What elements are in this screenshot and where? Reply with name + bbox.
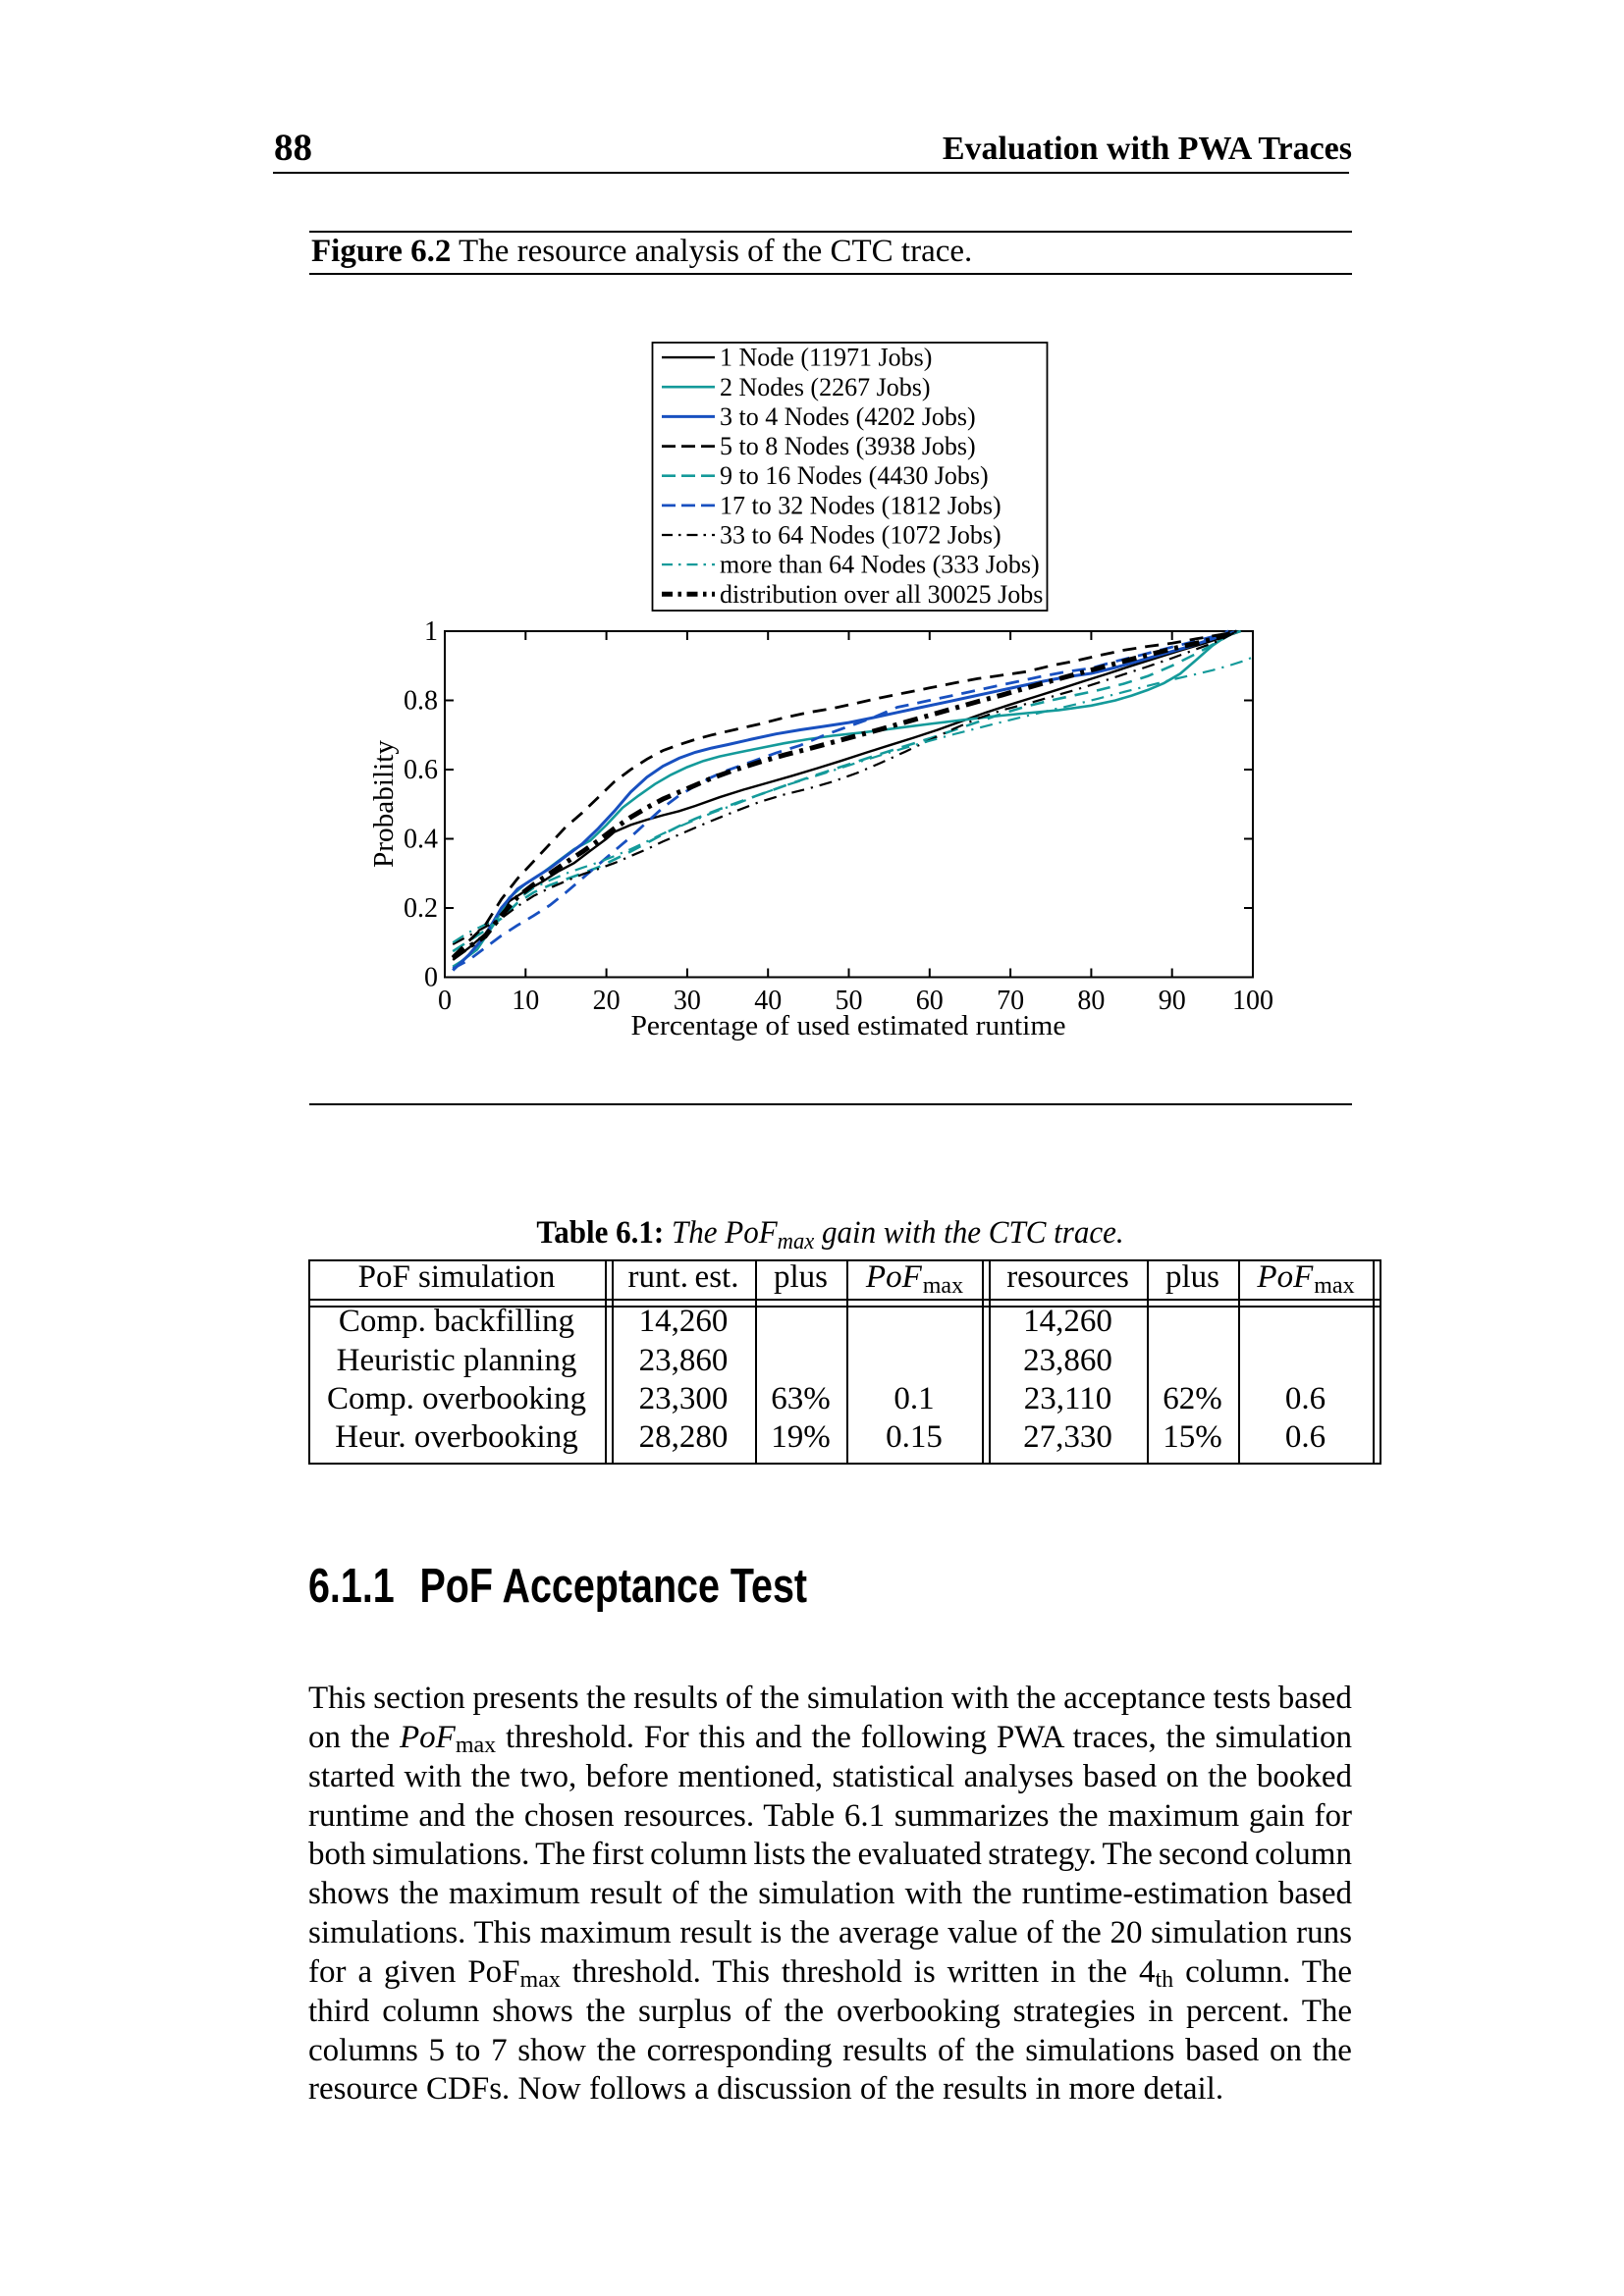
svg-text:80: 80 [1077,986,1105,1016]
svg-text:1 Node (11971 Jobs): 1 Node (11971 Jobs) [720,344,932,372]
svg-text:Probability: Probability [368,740,400,868]
svg-text:17 to 32 Nodes (1812 Jobs): 17 to 32 Nodes (1812 Jobs) [720,491,1001,519]
svg-text:0.6: 0.6 [404,755,438,785]
svg-text:0.4: 0.4 [404,825,438,855]
svg-text:9 to 16 Nodes (4430 Jobs): 9 to 16 Nodes (4430 Jobs) [720,461,989,490]
svg-text:5 to 8 Nodes (3938 Jobs): 5 to 8 Nodes (3938 Jobs) [720,432,976,460]
svg-text:70: 70 [997,986,1024,1016]
svg-text:2 Nodes (2267 Jobs): 2 Nodes (2267 Jobs) [720,373,931,401]
svg-text:0.2: 0.2 [404,893,438,924]
svg-text:1: 1 [424,616,438,647]
svg-text:90: 90 [1159,986,1186,1016]
svg-text:0: 0 [438,986,452,1016]
svg-text:100: 100 [1232,986,1273,1016]
svg-text:Percentage of used estimated r: Percentage of used estimated runtime [631,1010,1066,1041]
svg-text:10: 10 [512,986,539,1016]
svg-text:0: 0 [424,963,438,993]
svg-text:0.8: 0.8 [404,686,438,717]
svg-text:20: 20 [593,986,621,1016]
svg-text:3 to 4 Nodes (4202 Jobs): 3 to 4 Nodes (4202 Jobs) [720,402,976,431]
svg-text:50: 50 [836,986,863,1016]
svg-text:30: 30 [674,986,701,1016]
svg-text:33 to 64 Nodes (1072 Jobs): 33 to 64 Nodes (1072 Jobs) [720,521,1001,550]
svg-text:40: 40 [754,986,782,1016]
svg-text:60: 60 [916,986,944,1016]
svg-text:more than 64 Nodes (333 Jobs): more than 64 Nodes (333 Jobs) [720,551,1040,579]
svg-text:distribution over all 30025 Jo: distribution over all 30025 Jobs [720,580,1043,609]
